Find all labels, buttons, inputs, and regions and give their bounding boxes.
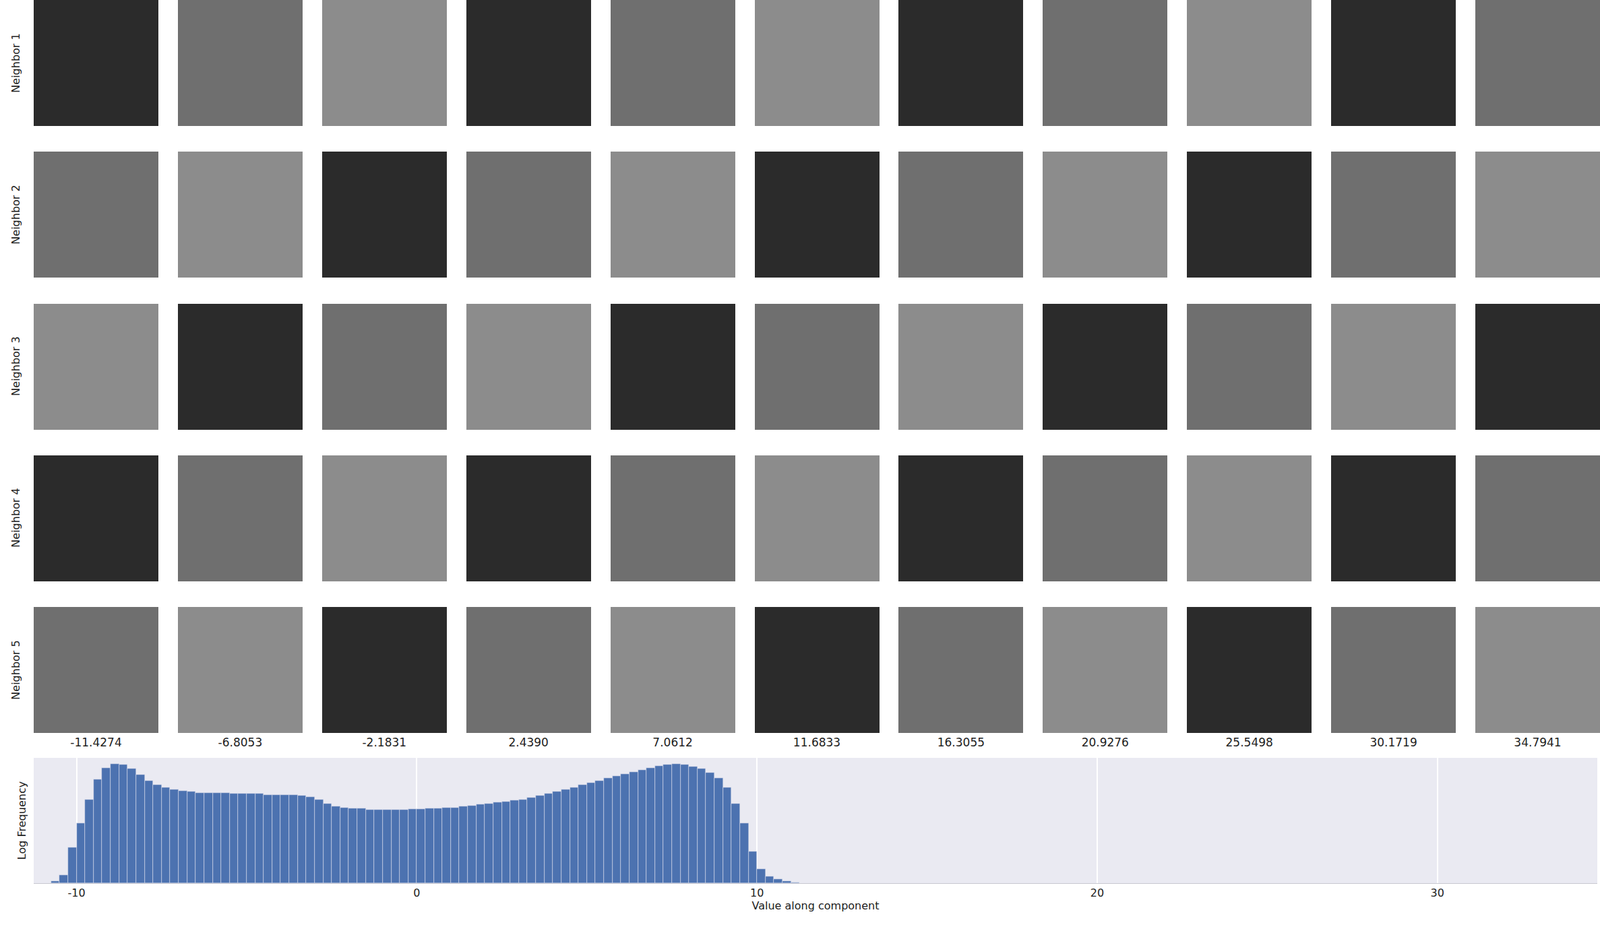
svg-text:Log Frequency: Log Frequency xyxy=(15,781,29,860)
html-text:11.6833: 11.6833 xyxy=(793,736,841,750)
svg-text:10: 10 xyxy=(750,886,764,900)
html-text:Neighbor 2: Neighbor 2 xyxy=(9,184,22,245)
svg-text:20: 20 xyxy=(1090,886,1104,900)
svg-text:-10: -10 xyxy=(68,886,86,900)
svg-text:Value along component: Value along component xyxy=(752,899,880,913)
html-text:Neighbor 4: Neighbor 4 xyxy=(9,488,22,549)
html-text:20.9276: 20.9276 xyxy=(1081,736,1129,750)
html-text:Neighbor 1: Neighbor 1 xyxy=(9,32,22,93)
html-text:2.4390: 2.4390 xyxy=(508,736,549,750)
html-text:7.0612: 7.0612 xyxy=(652,736,693,750)
html-text:Neighbor 3: Neighbor 3 xyxy=(9,336,22,397)
svg-text:30: 30 xyxy=(1430,886,1445,900)
html-text:16.3055: 16.3055 xyxy=(937,736,985,750)
html-text:25.5498: 25.5498 xyxy=(1225,736,1273,750)
svg-text:0: 0 xyxy=(413,886,420,900)
html-text:34.7941: 34.7941 xyxy=(1513,736,1562,750)
html-text:Neighbor 5: Neighbor 5 xyxy=(9,640,22,700)
html-text:-2.1831: -2.1831 xyxy=(362,736,407,750)
html-text:-6.8053: -6.8053 xyxy=(218,736,263,750)
html-text:30.1719: 30.1719 xyxy=(1369,736,1418,750)
html-text:-11.4274: -11.4274 xyxy=(70,736,122,750)
